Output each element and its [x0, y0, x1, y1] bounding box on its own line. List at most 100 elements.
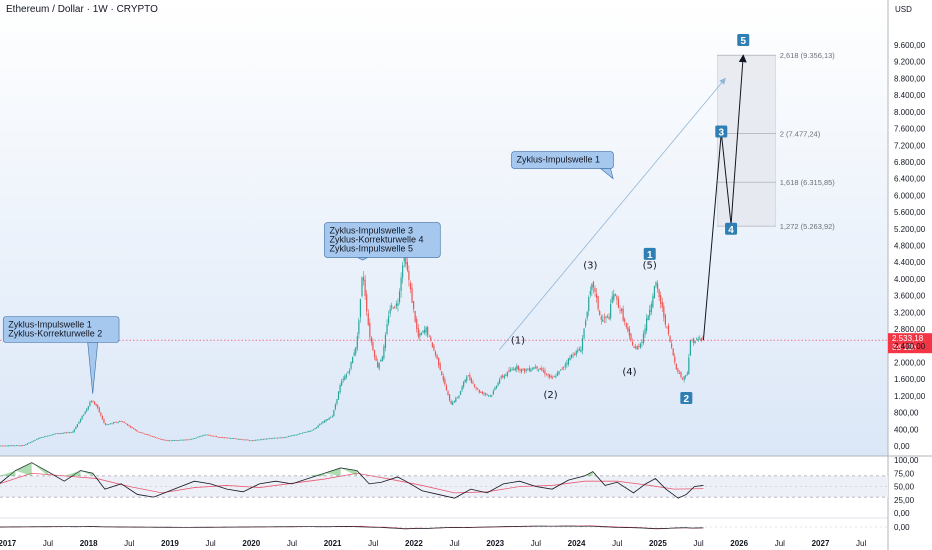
price-axis[interactable]: USD 0,00 400,00 800,00 1.200,00 1.600,00 2.000… — [894, 5, 926, 451]
candle-body — [220, 437, 222, 438]
y-tick-label: 3.200,00 — [894, 308, 926, 317]
wave-label: (4) — [622, 367, 636, 378]
trend-arrow[interactable] — [498, 77, 726, 351]
candle-body — [472, 382, 474, 384]
trend-arrow-line — [498, 77, 726, 351]
wave-badge — [643, 247, 656, 260]
candle-body — [377, 361, 379, 368]
elliott-projection[interactable] — [702, 54, 747, 341]
x-tick-label: Jul — [287, 539, 297, 548]
candle-body — [688, 357, 690, 375]
rsi-overbought-fill — [15, 462, 32, 476]
candle-body — [358, 320, 360, 334]
y-tick-label: 3.600,00 — [894, 292, 926, 301]
candle-body — [605, 316, 607, 319]
candle-body — [214, 435, 216, 437]
callout-text: Zyklus-Korrekturwelle 4 — [329, 235, 423, 245]
candle-body — [76, 424, 78, 428]
candle-body — [236, 438, 238, 440]
candle-body — [47, 435, 49, 437]
candle-body — [192, 438, 194, 440]
wave-label: (5) — [643, 260, 657, 271]
x-tick-label: 2027 — [812, 539, 830, 548]
candle-body — [237, 438, 240, 440]
candle-body — [153, 436, 155, 438]
candle-body — [144, 433, 146, 435]
y-tick-label: 9.600,00 — [894, 41, 926, 50]
candle-body — [516, 365, 518, 370]
candle-body — [301, 432, 304, 434]
candle-body — [656, 283, 659, 290]
candle-body — [228, 437, 230, 439]
candle-body — [40, 437, 43, 438]
candle-body — [569, 357, 571, 361]
candle-body — [284, 437, 286, 438]
candle-body — [281, 437, 283, 439]
candle-body — [311, 430, 313, 431]
x-tick-label: Jul — [205, 539, 215, 548]
rsi-tick-label: 50,00 — [894, 483, 915, 492]
candle-body — [646, 318, 648, 331]
candle-body — [39, 437, 41, 439]
candle-body — [286, 436, 288, 438]
candle-body — [205, 434, 207, 436]
candle-body — [56, 433, 58, 434]
candle-body — [37, 438, 39, 440]
y-tick-label: 8.400,00 — [894, 91, 926, 100]
candle-body — [128, 425, 130, 427]
candle-body — [502, 375, 504, 378]
candle-body — [328, 417, 330, 420]
candle-body — [561, 368, 563, 370]
fibonacci-extension[interactable]: 2,618 (9.356,13) 2 (7.477,24) 1,618 (6.315… — [716, 51, 835, 231]
candle-body — [104, 423, 107, 425]
candle-body — [369, 322, 371, 338]
candle-body — [680, 371, 682, 378]
candle-body — [466, 376, 468, 381]
candle-body — [233, 438, 235, 439]
candle-body — [234, 438, 236, 440]
candle-body — [65, 432, 68, 434]
candle-body — [583, 328, 585, 338]
candle-body — [353, 352, 355, 356]
candle-body — [175, 440, 177, 441]
candle-body — [352, 356, 354, 364]
candle-body — [633, 346, 635, 348]
x-tick-label: Jul — [775, 539, 785, 548]
candle-body — [194, 438, 196, 439]
candle-body — [154, 437, 157, 438]
rsi-tick-label: 0,00 — [894, 509, 910, 518]
candle-body — [486, 394, 488, 396]
candle-body — [611, 296, 613, 304]
candle-body — [133, 428, 135, 430]
candle-body — [75, 426, 77, 430]
candle-body — [294, 434, 296, 436]
candle-body — [4, 445, 7, 447]
candle-body — [503, 375, 505, 379]
candle-body — [230, 438, 232, 440]
candle-body — [414, 311, 416, 322]
candle-body — [564, 364, 566, 367]
candle-body — [142, 432, 144, 434]
rsi-overbought-fill — [324, 467, 341, 476]
time-axis[interactable]: 2017 Jul 2018 Jul 2019 Jul 2020 Jul 2021 Jul 2022 J… — [0, 539, 866, 548]
candle-body — [499, 379, 501, 384]
y-tick-label: 4.000,00 — [894, 275, 926, 284]
candle-body — [72, 431, 74, 433]
annotations[interactable]: Zyklus-Impulswelle 1Zyklus-Korrekturwell… — [2, 151, 614, 394]
candle-body — [145, 434, 147, 435]
candle-body — [387, 316, 390, 324]
candle-body — [280, 437, 282, 439]
candle-body — [31, 441, 33, 443]
candle-body — [639, 343, 641, 348]
candle-body — [477, 388, 479, 390]
candle-body — [262, 438, 265, 440]
candle-body — [79, 418, 82, 422]
candle-body — [291, 435, 293, 437]
candle-body — [397, 303, 399, 306]
candle-body — [117, 421, 119, 423]
candle-body — [93, 401, 96, 405]
x-tick-label: 2025 — [649, 539, 667, 548]
candle-body — [378, 363, 380, 369]
y-tick-label: 2.800,00 — [894, 325, 926, 334]
candle-body — [591, 284, 593, 291]
